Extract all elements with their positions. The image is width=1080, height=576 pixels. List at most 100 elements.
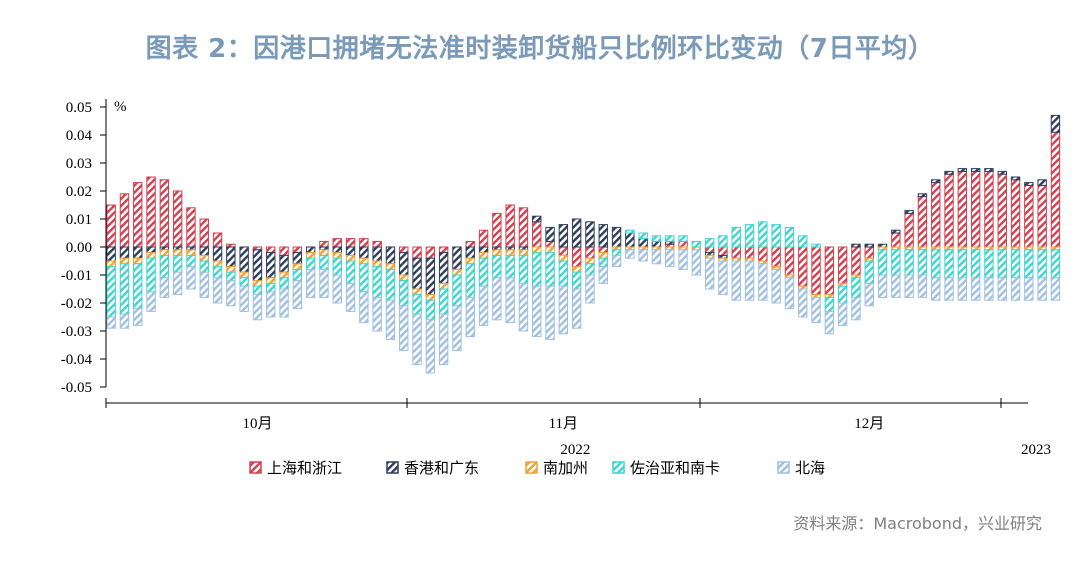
bar-2-17 bbox=[332, 252, 342, 259]
bar-4-41 bbox=[651, 249, 662, 265]
bar-3-69 bbox=[1024, 249, 1034, 279]
bar-2-35 bbox=[571, 266, 582, 273]
bar-0-45 bbox=[704, 246, 715, 254]
legend-label: 南加州 bbox=[543, 459, 588, 477]
bar-2-32 bbox=[532, 246, 542, 254]
bar-1-10 bbox=[239, 246, 249, 273]
bar-3-34 bbox=[558, 260, 569, 287]
bar-4-48 bbox=[744, 260, 755, 301]
legend-item: 香港和广东 bbox=[386, 459, 479, 477]
bar-1-71 bbox=[1050, 114, 1061, 133]
bar-3-10 bbox=[239, 277, 249, 287]
bar-3-38 bbox=[611, 249, 622, 256]
bar-1-24 bbox=[425, 257, 436, 296]
bar-3-43 bbox=[678, 235, 688, 242]
bar-0-56 bbox=[851, 246, 861, 276]
bar-0-37 bbox=[598, 246, 608, 254]
bar-0-28 bbox=[478, 229, 489, 248]
bar-2-33 bbox=[545, 246, 555, 254]
bar-2-4 bbox=[159, 249, 170, 256]
bar-4-8 bbox=[212, 277, 223, 304]
legend-label: 香港和广东 bbox=[404, 459, 479, 477]
bar-4-38 bbox=[611, 254, 622, 268]
bar-4-40 bbox=[638, 249, 648, 262]
bar-2-0 bbox=[106, 260, 116, 268]
bar-3-60 bbox=[904, 249, 914, 276]
bar-4-9 bbox=[226, 280, 236, 307]
bar-3-32 bbox=[532, 252, 542, 287]
bar-4-64 bbox=[957, 277, 968, 301]
bar-0-48 bbox=[744, 246, 755, 259]
bar-3-25 bbox=[438, 288, 449, 315]
bar-3-57 bbox=[864, 260, 874, 284]
bars-layer bbox=[106, 114, 1061, 374]
bar-3-27 bbox=[465, 263, 475, 298]
bar-3-20 bbox=[372, 266, 382, 298]
y-tick-label: -0.04 bbox=[61, 352, 93, 368]
bar-4-1 bbox=[119, 313, 130, 329]
bar-1-0 bbox=[106, 246, 116, 262]
bar-1-15 bbox=[305, 246, 316, 254]
y-tick-label: -0.02 bbox=[61, 296, 92, 312]
bar-4-30 bbox=[505, 277, 515, 324]
legend-swatch bbox=[386, 461, 399, 474]
bar-3-3 bbox=[146, 257, 156, 293]
bar-4-49 bbox=[758, 263, 768, 301]
bar-3-54 bbox=[824, 296, 835, 312]
bar-0-51 bbox=[784, 246, 795, 276]
bar-4-63 bbox=[944, 277, 954, 301]
bar-3-36 bbox=[585, 263, 595, 276]
bar-4-53 bbox=[811, 296, 821, 324]
bar-4-2 bbox=[133, 308, 143, 326]
bar-4-62 bbox=[931, 277, 941, 301]
bar-3-15 bbox=[305, 257, 316, 270]
bar-0-5 bbox=[172, 190, 183, 248]
bar-3-33 bbox=[545, 252, 555, 287]
bar-3-26 bbox=[452, 274, 462, 307]
bar-3-51 bbox=[784, 226, 795, 248]
bar-0-36 bbox=[585, 246, 595, 259]
bar-0-69 bbox=[1024, 184, 1034, 248]
y-tick-label: 0.02 bbox=[66, 184, 92, 200]
bar-4-21 bbox=[385, 299, 396, 340]
bar-4-44 bbox=[691, 249, 702, 276]
bar-3-13 bbox=[279, 277, 289, 290]
bar-0-31 bbox=[518, 207, 529, 248]
bar-4-15 bbox=[305, 268, 316, 298]
bar-1-34 bbox=[558, 224, 569, 248]
bar-3-48 bbox=[744, 224, 755, 248]
bar-4-19 bbox=[359, 291, 369, 324]
bar-4-68 bbox=[1010, 277, 1021, 301]
bar-1-11 bbox=[252, 249, 263, 282]
bar-3-29 bbox=[492, 254, 502, 279]
legend: 上海和浙江 香港和广东 南加州 佐治亚和南卡 北海 bbox=[249, 459, 825, 477]
bar-0-60 bbox=[904, 212, 914, 248]
x-year-label: 2023 bbox=[1021, 442, 1051, 458]
bar-4-69 bbox=[1024, 277, 1034, 301]
bar-0-54 bbox=[824, 246, 835, 296]
bar-2-24 bbox=[425, 294, 436, 301]
bar-2-29 bbox=[492, 249, 502, 256]
bar-4-23 bbox=[412, 313, 422, 366]
bar-4-22 bbox=[399, 305, 409, 352]
bar-1-38 bbox=[611, 226, 622, 248]
bar-0-6 bbox=[186, 207, 196, 248]
bar-0-49 bbox=[758, 246, 768, 262]
bar-1-13 bbox=[279, 254, 289, 273]
bar-2-9 bbox=[226, 266, 236, 273]
bar-3-53 bbox=[811, 243, 821, 248]
y-tick-label: 0.05 bbox=[66, 100, 92, 116]
bar-4-54 bbox=[824, 310, 835, 335]
bar-3-49 bbox=[758, 221, 768, 248]
bar-1-64 bbox=[957, 168, 968, 172]
bar-0-59 bbox=[891, 232, 901, 248]
legend-swatch bbox=[612, 461, 625, 474]
bar-0-12 bbox=[266, 246, 276, 254]
bar-0-63 bbox=[944, 173, 954, 248]
bar-0-50 bbox=[771, 246, 781, 268]
bar-3-35 bbox=[571, 271, 582, 290]
bar-3-16 bbox=[319, 254, 329, 270]
bar-2-21 bbox=[385, 263, 396, 270]
bar-4-10 bbox=[239, 285, 249, 312]
bar-2-8 bbox=[212, 260, 223, 268]
